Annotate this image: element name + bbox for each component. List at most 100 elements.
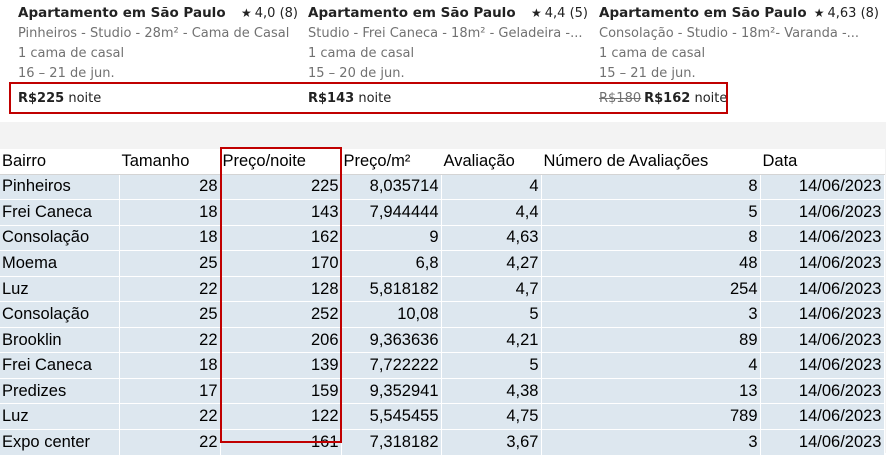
cell-preco-noite[interactable]: 122 (220, 403, 342, 431)
table-row: Frei Caneca 18 139 7,722222 5 4 14/06/2023 (0, 352, 885, 379)
cell-preco-noite[interactable]: 252 (220, 301, 342, 328)
cell-data[interactable]: 14/06/2023 (760, 429, 885, 456)
price-highlight-box (9, 82, 728, 114)
cell-tamanho[interactable]: 22 (119, 276, 221, 303)
cell-data[interactable]: 14/06/2023 (760, 352, 885, 379)
cell-avaliacao[interactable]: 5 (441, 352, 542, 379)
cell-num-avaliacoes[interactable]: 3 (541, 301, 761, 328)
cell-data[interactable]: 14/06/2023 (760, 301, 885, 328)
cell-preco-noite[interactable]: 225 (220, 174, 342, 201)
cell-preco-m2[interactable]: 9 (341, 225, 442, 252)
cell-bairro[interactable]: Pinheiros (0, 174, 120, 201)
cell-tamanho[interactable]: 25 (119, 250, 221, 277)
cell-bairro[interactable]: Luz (0, 276, 120, 303)
cell-tamanho[interactable]: 22 (119, 429, 221, 456)
cell-preco-noite[interactable]: 143 (220, 199, 342, 226)
cell-tamanho[interactable]: 18 (119, 199, 221, 226)
cell-preco-m2[interactable]: 9,363636 (341, 327, 442, 354)
cell-preco-m2[interactable]: 7,318182 (341, 429, 442, 456)
cell-data[interactable]: 14/06/2023 (760, 225, 885, 252)
cell-data[interactable]: 14/06/2023 (760, 378, 885, 405)
cell-avaliacao[interactable]: 3,67 (441, 429, 542, 456)
rating-value: 4,4 (5) (544, 6, 588, 21)
cell-num-avaliacoes[interactable]: 13 (541, 378, 761, 405)
cell-data[interactable]: 14/06/2023 (760, 199, 885, 226)
cell-data[interactable]: 14/06/2023 (760, 403, 885, 431)
cell-bairro[interactable]: Luz (0, 403, 120, 431)
cell-preco-m2[interactable]: 6,8 (341, 250, 442, 277)
cell-bairro[interactable]: Consolação (0, 225, 120, 252)
cell-avaliacao[interactable]: 4,38 (441, 378, 542, 405)
column-header[interactable]: Preço/noite (220, 149, 342, 175)
table-row: Consolação 25 252 10,08 5 3 14/06/2023 (0, 301, 885, 328)
column-header[interactable]: Número de Avaliações (541, 149, 761, 175)
cell-tamanho[interactable]: 18 (119, 352, 221, 379)
cell-avaliacao[interactable]: 4,75 (441, 403, 542, 431)
cell-avaliacao[interactable]: 5 (441, 301, 542, 328)
listing-beds: 1 cama de casal (18, 46, 125, 61)
cell-tamanho[interactable]: 22 (119, 327, 221, 354)
cell-avaliacao[interactable]: 4,21 (441, 327, 542, 354)
table-row: Predizes 17 159 9,352941 4,38 13 14/06/2023 (0, 378, 885, 405)
cell-num-avaliacoes[interactable]: 789 (541, 403, 761, 431)
table-row: Pinheiros 28 225 8,035714 4 8 14/06/2023 (0, 174, 885, 201)
cell-avaliacao[interactable]: 4,4 (441, 199, 542, 226)
listing-price: R$225 noite (18, 91, 101, 106)
cell-preco-m2[interactable]: 9,352941 (341, 378, 442, 405)
cell-data[interactable]: 14/06/2023 (760, 174, 885, 201)
cell-bairro[interactable]: Consolação (0, 301, 120, 328)
cell-bairro[interactable]: Frei Caneca (0, 352, 120, 379)
cell-data[interactable]: 14/06/2023 (760, 250, 885, 277)
column-header[interactable]: Tamanho (119, 149, 221, 175)
column-header[interactable]: Preço/m² (341, 149, 442, 175)
cell-avaliacao[interactable]: 4,27 (441, 250, 542, 277)
cell-preco-m2[interactable]: 7,722222 (341, 352, 442, 379)
cell-num-avaliacoes[interactable]: 48 (541, 250, 761, 277)
cell-tamanho[interactable]: 17 (119, 378, 221, 405)
cell-preco-m2[interactable]: 5,818182 (341, 276, 442, 303)
cell-avaliacao[interactable]: 4,63 (441, 225, 542, 252)
cell-tamanho[interactable]: 18 (119, 225, 221, 252)
cell-bairro[interactable]: Brooklin (0, 327, 120, 354)
cell-num-avaliacoes[interactable]: 89 (541, 327, 761, 354)
cell-avaliacao[interactable]: 4 (441, 174, 542, 201)
listing-subtitle: Consolação - Studio - 18m²- Varanda -... (599, 26, 860, 41)
listing-subtitle: Pinheiros - Studio - 28m² - Cama de Casa… (18, 26, 290, 41)
cell-preco-m2[interactable]: 7,944444 (341, 199, 442, 226)
cell-data[interactable]: 14/06/2023 (760, 327, 885, 354)
data-table: Bairro Tamanho Preço/noite Preço/m² Aval… (0, 149, 885, 456)
cell-num-avaliacoes[interactable]: 254 (541, 276, 761, 303)
cell-num-avaliacoes[interactable]: 8 (541, 174, 761, 201)
cell-num-avaliacoes[interactable]: 3 (541, 429, 761, 456)
cell-bairro[interactable]: Frei Caneca (0, 199, 120, 226)
cell-preco-noite[interactable]: 139 (220, 352, 342, 379)
cell-num-avaliacoes[interactable]: 4 (541, 352, 761, 379)
rating-value: 4,63 (8) (827, 6, 880, 21)
cell-tamanho[interactable]: 22 (119, 403, 221, 431)
cell-num-avaliacoes[interactable]: 8 (541, 225, 761, 252)
cell-preco-m2[interactable]: 5,545455 (341, 403, 442, 431)
cell-tamanho[interactable]: 28 (119, 174, 221, 201)
cell-preco-noite[interactable]: 162 (220, 225, 342, 252)
cell-num-avaliacoes[interactable]: 5 (541, 199, 761, 226)
cell-preco-m2[interactable]: 10,08 (341, 301, 442, 328)
spreadsheet-area: Bairro Tamanho Preço/noite Preço/m² Aval… (0, 122, 886, 456)
cell-tamanho[interactable]: 25 (119, 301, 221, 328)
cell-bairro[interactable]: Moema (0, 250, 120, 277)
listing-price: R$180 R$162 noite (599, 91, 727, 106)
cell-preco-m2[interactable]: 8,035714 (341, 174, 442, 201)
cell-preco-noite[interactable]: 128 (220, 276, 342, 303)
cell-preco-noite[interactable]: 206 (220, 327, 342, 354)
price-unit: noite (68, 91, 102, 106)
column-header[interactable]: Data (760, 149, 885, 175)
cell-bairro[interactable]: Expo center (0, 429, 120, 456)
cell-preco-noite[interactable]: 159 (220, 378, 342, 405)
cell-avaliacao[interactable]: 4,7 (441, 276, 542, 303)
cell-bairro[interactable]: Predizes (0, 378, 120, 405)
column-header[interactable]: Bairro (0, 149, 120, 175)
cell-data[interactable]: 14/06/2023 (760, 276, 885, 303)
star-icon: ★ (241, 6, 252, 20)
table-row: Brooklin 22 206 9,363636 4,21 89 14/06/2023 (0, 327, 885, 354)
column-header[interactable]: Avaliação (441, 149, 542, 175)
cell-preco-noite[interactable]: 170 (220, 250, 342, 277)
